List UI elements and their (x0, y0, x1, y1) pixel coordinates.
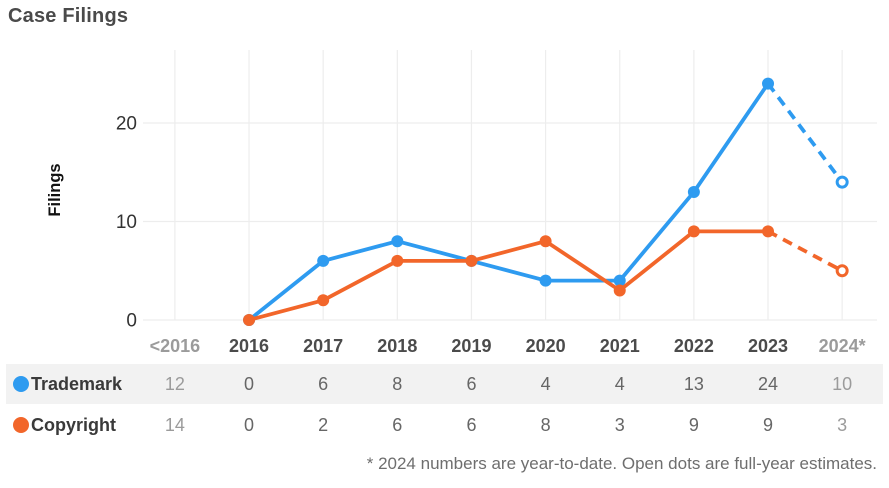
y-tick-label: 0 (126, 311, 137, 332)
copyright-point (243, 314, 256, 326)
copyright-legend-dot-icon (13, 417, 29, 433)
copyright-point (687, 225, 700, 238)
x-axis-label: 2019 (451, 336, 492, 356)
table-cell: 9 (763, 415, 774, 435)
y-tick-label: 20 (116, 114, 137, 135)
copyright-point (391, 254, 404, 267)
x-axis-label: 2024* (818, 336, 866, 356)
table-cell: 14 (164, 415, 185, 435)
x-axis-label: 2021 (599, 336, 640, 356)
table-row: Trademark 12 0 6 8 6 4 4 13 24 10 (0, 364, 889, 404)
y-tick-label: 10 (116, 212, 137, 233)
x-axis-label: 2017 (303, 336, 344, 356)
table-cell: 9 (688, 415, 699, 435)
trademark-point (317, 254, 330, 267)
table-cell: 0 (244, 415, 255, 435)
copyright-point (465, 254, 478, 267)
table-cell: 24 (758, 374, 779, 394)
table-cell: 0 (244, 374, 255, 394)
y-axis-label: Filings (46, 163, 64, 216)
x-axis-label: <2016 (149, 336, 201, 356)
x-axis-label: 2016 (229, 336, 270, 356)
trademark-line (247, 81, 770, 322)
copyright-point (317, 294, 330, 307)
copyright-line (247, 229, 770, 322)
table-cell: 6 (392, 415, 403, 435)
table-cell: 8 (392, 374, 403, 394)
trademark-estimate-open-dot (835, 175, 849, 189)
table-cell: 13 (683, 374, 704, 394)
series-row-label: Copyright (31, 415, 116, 435)
table-cell: 2 (318, 415, 329, 435)
table-cell: 6 (466, 374, 477, 394)
copyright-estimate-line (767, 229, 844, 273)
trademark-estimate-line (766, 82, 844, 184)
table-cell: 4 (614, 374, 625, 394)
page-title: Case Filings (8, 5, 129, 27)
series-row-label: Trademark (31, 374, 123, 394)
table-cell: 12 (164, 374, 185, 394)
table-row-stripe (6, 364, 883, 404)
table-row: Copyright 14 0 2 6 6 8 3 9 9 3 (0, 405, 889, 445)
x-axis-label: 2023 (747, 336, 789, 356)
table-cell: 3 (837, 415, 848, 435)
table-cell: 6 (318, 374, 329, 394)
table-cell: 3 (614, 415, 625, 435)
x-axis-label: 2018 (377, 336, 418, 356)
x-axis-label: 2020 (525, 336, 566, 356)
table-cell: 10 (832, 374, 853, 394)
trademark-point (613, 274, 626, 287)
table-cell: 6 (466, 415, 477, 435)
copyright-estimate-open-dot (835, 264, 849, 278)
trademark-legend-dot-icon (13, 376, 29, 392)
table-cell: 4 (540, 374, 551, 394)
copyright-point (762, 225, 775, 238)
trademark-point (687, 185, 700, 198)
footnote: * 2024 numbers are year-to-date. Open do… (366, 454, 877, 473)
table-cell: 8 (540, 415, 551, 435)
filings-line-chart: 0 10 20 Filings (46, 50, 877, 332)
trademark-point (539, 274, 552, 287)
copyright-point (613, 284, 626, 297)
copyright-point (539, 235, 552, 248)
trademark-point (391, 235, 404, 248)
x-axis-label: 2022 (673, 336, 714, 356)
trademark-point (762, 77, 775, 90)
